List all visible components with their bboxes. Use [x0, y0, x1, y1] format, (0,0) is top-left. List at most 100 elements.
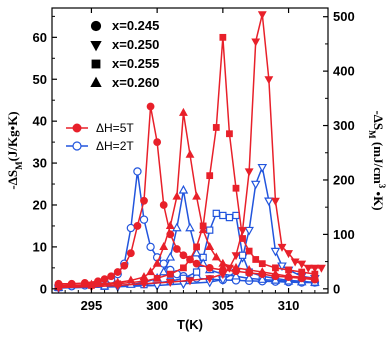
data-point-dh5t-0260 [185, 149, 195, 158]
data-point-dh5t-0245 [153, 138, 162, 147]
data-point-dh5t-0260 [231, 262, 241, 271]
y-right-tick-label: 500 [333, 9, 355, 24]
data-point-dh5t-0255 [219, 33, 227, 41]
data-point-dh2t-0245 [126, 223, 136, 233]
data-point-dh5t-0255 [245, 247, 253, 255]
data-point-dh5t-0250 [251, 38, 261, 47]
data-point-dh5t-0260 [159, 241, 169, 250]
data-point-dh5t-0245 [107, 272, 116, 281]
legend-item-dh2t: ΔH=2T [66, 139, 134, 153]
data-point-dh5t-0260 [198, 225, 208, 234]
data-point-dh5t-0260 [192, 191, 201, 200]
data-point-dh2t-0260 [178, 184, 189, 194]
data-point-dh5t-0250 [284, 250, 293, 259]
y-tick-label: 50 [33, 72, 47, 87]
data-point-dh5t-0245 [126, 249, 135, 258]
data-point-dh5t-0250 [185, 277, 195, 286]
data-point-dh2t-0255 [192, 268, 201, 276]
data-point-dh2t-0250 [244, 226, 254, 236]
data-point-dh5t-0255 [186, 256, 194, 263]
data-point-dh5t-0260 [218, 258, 228, 267]
data-point-dh5t-0250 [257, 11, 267, 20]
x-tick-label: 295 [81, 298, 103, 313]
data-point-dh5t-0260 [146, 267, 155, 276]
data-point-dh2t-0260 [158, 266, 169, 276]
data-point-dh5t-0255 [212, 124, 220, 131]
data-point-dh2t-0245 [192, 274, 201, 283]
data-point-dh2t-0260 [244, 272, 254, 282]
data-point-dh5t-0260 [172, 191, 182, 200]
data-point-dh5t-0255 [206, 172, 214, 180]
data-point-dh5t-0260 [205, 241, 215, 250]
data-point-dh5t-0255 [252, 256, 260, 263]
data-point-dh5t-0255 [239, 235, 246, 242]
data-point-dh2t-0250 [264, 197, 274, 207]
y-tick-label: 20 [33, 197, 47, 212]
data-point-dh5t-0260 [54, 280, 63, 289]
x-axis-title: T(K) [177, 317, 203, 332]
data-point-dh5t-0255 [180, 264, 187, 272]
data-point-dh2t-0245 [133, 167, 142, 176]
y-tick-label: 0 [40, 281, 47, 296]
plot-frame [51, 7, 329, 294]
legend-marker-square [91, 59, 101, 69]
data-point-dh5t-0245 [113, 268, 122, 276]
data-point-dh5t-0250 [244, 168, 254, 177]
data-point-dh2t-0255 [212, 209, 220, 218]
legend-marker-triangle-down [90, 41, 102, 52]
data-point-dh2t-0250 [270, 247, 281, 257]
data-point-dh5t-0250 [264, 76, 274, 85]
y-tick-label: 30 [33, 156, 47, 171]
data-point-dh2t-0260 [172, 222, 182, 232]
data-point-dh5t-0245 [120, 261, 129, 270]
data-point-dh2t-0250 [250, 180, 261, 190]
data-point-dh5t-0245 [179, 251, 188, 260]
data-point-dh5t-0250 [277, 243, 287, 252]
data-point-dh5t-0260 [257, 267, 267, 276]
series-dh5t-0250 [54, 11, 326, 293]
x-tick-label: 310 [278, 298, 300, 313]
legend-item-dh5t: ΔH=5T [66, 121, 134, 135]
legend-label-x0260: x=0.260 [112, 75, 159, 90]
series-dh5t-0260 [54, 107, 320, 289]
y-tick-label: 40 [33, 114, 47, 129]
data-point-dh5t-0255 [166, 270, 174, 278]
axes-group: 295 300 305 310 0 10 20 30 40 50 60 0 100 200 300 400 50… [5, 8, 386, 332]
data-point-dh5t-0245 [146, 102, 155, 111]
data-point-dh5t-0260 [271, 269, 280, 278]
data-point-dh5t-0245 [205, 263, 214, 272]
data-point-dh5t-0255 [153, 274, 161, 282]
data-point-dh2t-0260 [231, 270, 241, 280]
data-point-dh2t-0255 [238, 251, 247, 259]
data-point-dh5t-0260 [165, 220, 175, 229]
series-group [53, 11, 326, 294]
data-point-dh5t-0250 [271, 197, 280, 206]
y-right-tick-label: 200 [333, 172, 355, 187]
data-point-dh5t-0250 [310, 264, 320, 273]
x-tick-label: 300 [146, 298, 168, 313]
data-point-dh5t-0250 [205, 275, 215, 284]
y-tick-label: 60 [33, 30, 47, 45]
data-point-dh5t-0245 [192, 259, 201, 268]
data-point-dh5t-0260 [179, 107, 188, 116]
y-right-tick-label: 100 [333, 227, 355, 242]
legend-marker-circle [72, 123, 82, 133]
data-point-dh5t-0250 [303, 264, 313, 273]
data-point-dh5t-0260 [297, 272, 307, 281]
y-tick-label: 10 [33, 239, 47, 254]
data-point-dh5t-0250 [297, 260, 307, 269]
data-point-dh2t-0245 [146, 242, 155, 252]
data-point-dh2t-0260 [191, 247, 202, 257]
legend-label-dh2t: ΔH=2T [96, 139, 134, 153]
data-point-dh2t-0255 [225, 213, 234, 222]
data-point-dh5t-0250 [231, 252, 241, 261]
data-point-dh5t-0260 [152, 258, 162, 267]
data-point-dh5t-0255 [232, 184, 240, 192]
data-point-dh5t-0260 [87, 279, 96, 288]
data-point-dh5t-0260 [244, 265, 254, 273]
y-right-tick-label: 400 [333, 64, 355, 79]
data-point-dh5t-0255 [193, 243, 200, 251]
data-point-dh2t-0255 [219, 211, 227, 220]
data-point-dh5t-0245 [172, 245, 181, 253]
